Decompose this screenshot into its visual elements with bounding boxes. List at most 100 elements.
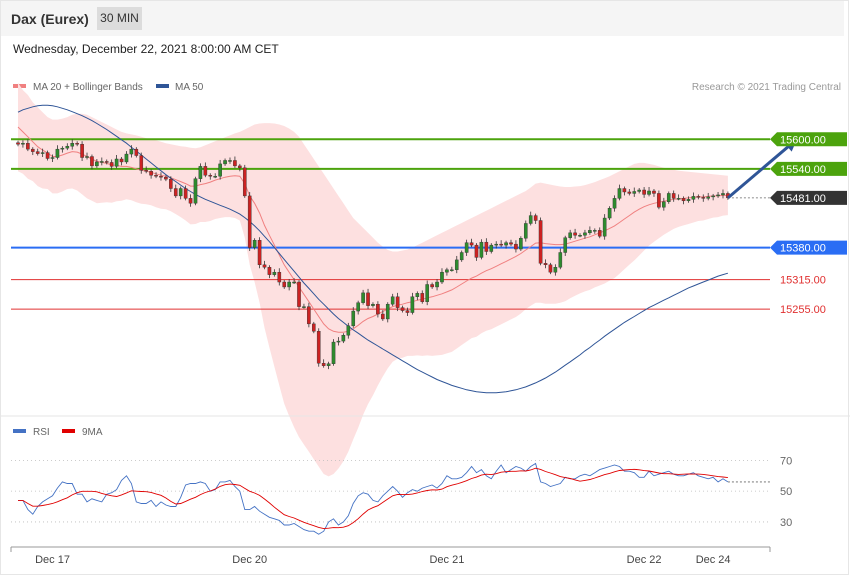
candle (627, 189, 632, 196)
candle (85, 152, 89, 160)
time-tick-label: Dec 20 (232, 554, 267, 566)
candle (203, 162, 208, 178)
candle (514, 240, 518, 253)
candle (213, 173, 218, 179)
candle (326, 361, 331, 370)
candle (361, 289, 365, 305)
candle (425, 280, 429, 306)
candle (277, 268, 282, 286)
ma50-legend-swatch (156, 84, 169, 88)
candle (381, 310, 385, 321)
candle (657, 190, 661, 210)
candle (80, 141, 84, 161)
price-legend: MA 20 + Bollinger Bands MA 50 Research ©… (13, 82, 841, 93)
candlesticks (16, 139, 730, 370)
candle (90, 154, 94, 170)
candle (247, 191, 252, 252)
candle (420, 290, 425, 304)
candle (307, 302, 311, 328)
candle (183, 185, 188, 201)
candle (622, 186, 627, 196)
candle (528, 211, 533, 226)
candle (385, 302, 390, 323)
candle (568, 229, 572, 240)
instrument-title: Dax (Eurex) (11, 11, 89, 27)
candle (154, 172, 158, 179)
candle (272, 269, 277, 277)
candle (573, 228, 577, 239)
candle (484, 238, 489, 255)
candle (55, 145, 60, 160)
pivot-tag: 15380.00 (770, 240, 847, 255)
candle (134, 147, 139, 158)
candle (553, 264, 558, 276)
candle (351, 307, 356, 328)
candle (198, 163, 203, 183)
candle (499, 240, 503, 248)
candle (504, 240, 508, 249)
candle (479, 239, 484, 260)
candle (578, 233, 582, 238)
candle (292, 278, 296, 284)
time-tick-label: Dec 22 (627, 554, 662, 566)
candle (257, 237, 262, 269)
support-label: 15315.00 (780, 275, 826, 287)
ma20-legend-label: MA 20 + Bollinger Bands (33, 82, 143, 93)
candle (356, 300, 360, 315)
rsi-legend-swatch (13, 429, 26, 433)
candle (450, 266, 454, 272)
candle (597, 227, 602, 239)
candle (316, 328, 321, 367)
rsi-line (18, 462, 729, 535)
candle (642, 187, 646, 198)
candle (721, 189, 725, 199)
candle (26, 139, 30, 152)
candle (287, 279, 291, 291)
candle (376, 301, 380, 318)
resistance-tag: 15600.00 (770, 132, 847, 147)
candle (662, 197, 666, 211)
candle (40, 148, 45, 158)
rsi-ma-legend-label: 9MA (82, 427, 103, 438)
candle (612, 195, 617, 212)
candle (321, 359, 326, 368)
candle (100, 157, 104, 166)
candle (21, 140, 25, 148)
candle (652, 189, 656, 197)
candle (312, 321, 316, 334)
candle (65, 143, 70, 151)
candle (233, 156, 237, 168)
candle (302, 303, 306, 309)
candle (242, 164, 247, 198)
ma20-line (17, 126, 728, 333)
rsi-legend-label: RSI (33, 427, 50, 438)
candle (632, 187, 637, 197)
candle (637, 188, 641, 194)
candle (124, 151, 129, 164)
candle (410, 292, 415, 315)
candle (464, 239, 469, 256)
candle (282, 280, 287, 289)
candle (16, 140, 20, 147)
candle (647, 187, 651, 197)
candle (405, 307, 410, 316)
rsi-ma-line (18, 467, 728, 530)
rsi-tick-label: 30 (780, 517, 792, 529)
candle (208, 173, 213, 180)
timeframe-button[interactable]: 30 MIN (97, 7, 142, 30)
candle (50, 154, 55, 162)
candle (671, 190, 676, 202)
candle (533, 213, 538, 224)
candle (238, 163, 242, 172)
candle (139, 152, 144, 174)
last-price-tag: 15481.00 (770, 190, 847, 205)
candle (701, 194, 706, 202)
candle (469, 238, 474, 248)
candle (267, 265, 272, 279)
candle (593, 228, 597, 234)
candle (395, 292, 400, 312)
candle (262, 260, 267, 270)
candle (706, 192, 710, 201)
rsi-lines (18, 462, 770, 535)
